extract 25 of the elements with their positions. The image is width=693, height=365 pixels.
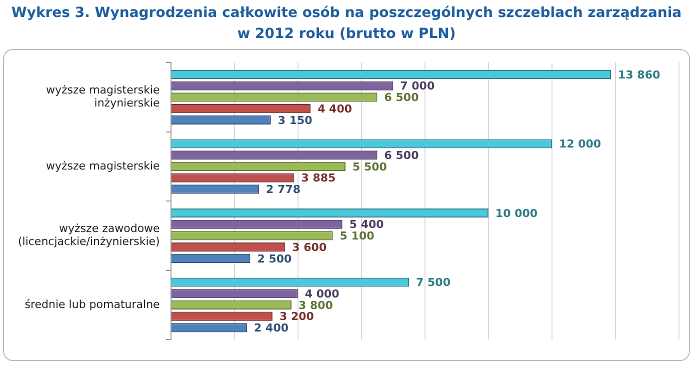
data-label: 10 000 bbox=[495, 206, 538, 220]
data-label: 4 400 bbox=[318, 102, 352, 116]
data-label: 12 000 bbox=[558, 138, 602, 151]
y-tick-label: średnie lub pomaturalne bbox=[24, 298, 160, 311]
y-tick-label: wyższe zawodowe (licencjackie/inżynierskie) bbox=[18, 222, 160, 248]
data-label: 3 600 bbox=[292, 240, 327, 254]
chart-title: Wykres 3. Wynagrodzenia całkowite osób na poszczególnych szczeblach zarządzania w 2012 roku (brutto w PLN) bbox=[10, 4, 683, 44]
data-label: 3 200 bbox=[279, 310, 314, 324]
data-label: 2 400 bbox=[254, 322, 289, 335]
data-label: 2 778 bbox=[266, 183, 301, 196]
data-label: 5 500 bbox=[352, 160, 388, 174]
data-label: 6 500 bbox=[384, 148, 420, 162]
data-label: 5 400 bbox=[349, 218, 384, 232]
data-label: 5 100 bbox=[340, 230, 375, 243]
data-label: 3 885 bbox=[301, 172, 336, 185]
data-label: 13 860 bbox=[618, 68, 660, 82]
data-label: 7 500 bbox=[416, 276, 451, 290]
data-label: 3 150 bbox=[278, 114, 313, 127]
data-label: 4 000 bbox=[304, 287, 340, 300]
y-tick-label: wyższe magisterskie inżynierskie bbox=[46, 83, 160, 110]
data-label: 3 800 bbox=[298, 298, 334, 312]
data-label: 7 000 bbox=[400, 80, 435, 93]
y-tick-label: wyższe magisterskie bbox=[46, 159, 160, 172]
data-label: 6 500 bbox=[384, 91, 420, 104]
data-label: 2 500 bbox=[257, 252, 292, 266]
